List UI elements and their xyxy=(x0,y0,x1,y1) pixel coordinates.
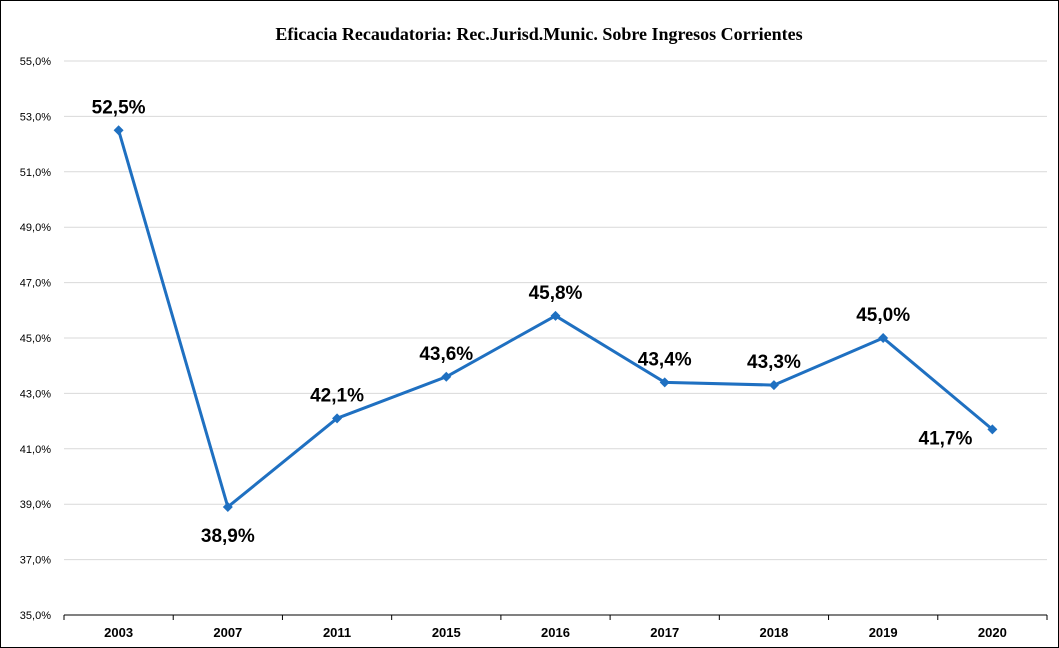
x-tick-label: 2003 xyxy=(104,625,133,640)
x-tick-label: 2015 xyxy=(432,625,461,640)
x-tick-label: 2011 xyxy=(323,625,351,640)
y-tick-label: 35,0% xyxy=(20,610,51,622)
data-point-marker xyxy=(113,125,124,136)
data-label: 43,6% xyxy=(419,344,473,365)
data-point-marker xyxy=(878,333,889,343)
data-point-marker xyxy=(768,380,779,391)
data-label: 45,8% xyxy=(529,283,583,304)
data-labels: 52,5% 38,9% 42,1% 43,6% 45,8% 43,4% 43,3% 45,0%… xyxy=(92,97,973,547)
x-axis: 2003 2007 2011 2015 2016 2017 2018 2019 2020 xyxy=(63,614,1048,640)
data-label: 52,5% xyxy=(92,97,146,118)
x-tick-label: 2007 xyxy=(213,625,242,640)
x-tick-label: 2019 xyxy=(869,625,898,640)
y-tick-label: 39,0% xyxy=(20,499,51,511)
data-label: 45,0% xyxy=(856,305,910,326)
series xyxy=(113,125,998,512)
data-point-marker xyxy=(659,377,670,388)
y-tick-label: 43,0% xyxy=(20,388,51,400)
x-tick-label: 2016 xyxy=(541,625,570,640)
data-label: 42,1% xyxy=(310,385,364,406)
data-label: 41,7% xyxy=(919,428,973,449)
data-point-marker xyxy=(550,310,561,321)
data-point-marker xyxy=(332,413,343,424)
y-tick-label: 47,0% xyxy=(20,278,51,290)
x-tick-label: 2020 xyxy=(978,625,1007,640)
y-tick-label: 41,0% xyxy=(20,444,51,456)
y-tick-label: 51,0% xyxy=(20,167,51,179)
data-label: 38,9% xyxy=(201,526,255,547)
y-tick-label: 55,0% xyxy=(20,56,51,68)
data-point-marker xyxy=(441,371,452,382)
x-tick-label: 2017 xyxy=(650,625,679,640)
y-tick-label: 45,0% xyxy=(20,333,51,345)
y-tick-label: 49,0% xyxy=(20,222,51,234)
y-tick-label: 37,0% xyxy=(20,555,51,567)
x-tick-label: 2018 xyxy=(759,625,788,640)
data-point-marker xyxy=(222,501,233,512)
chart-title: Eficacia Recaudatoria: Rec.Jurisd.Munic.… xyxy=(275,24,802,44)
data-label: 43,3% xyxy=(747,352,801,373)
y-tick-label: 53,0% xyxy=(20,111,51,123)
data-label: 43,4% xyxy=(638,349,692,370)
data-point-marker xyxy=(987,424,998,435)
y-axis: 35,0% 37,0% 39,0% 41,0% 43,0% 45,0% 47,0% 49,0%… xyxy=(20,56,51,622)
